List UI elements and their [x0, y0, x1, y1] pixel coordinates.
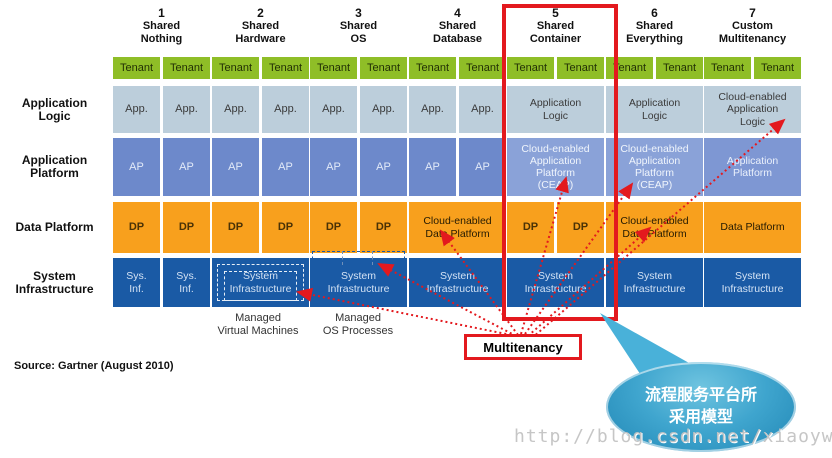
column-name: Custom Multitenancy — [718, 20, 787, 45]
tenant-cell: Tenant — [310, 57, 357, 79]
callout-bubble: 流程服务平台所 采用模型 — [606, 362, 796, 452]
cloud-application-logic-cell: Cloud-enabled Application Logic — [704, 86, 801, 133]
column-shared-database: 4 Shared Database Tenant Tenant App. App… — [409, 0, 506, 458]
column-shared-os: 3 Shared OS Tenant Tenant App. App. AP A… — [310, 0, 407, 458]
column-number: 5 — [552, 6, 559, 20]
sys-inf-cell: System Infrastructure — [704, 258, 801, 307]
dp-cell: DP — [360, 202, 407, 253]
dp-cell: DP — [113, 202, 160, 253]
column-header-2: 2 Shared Hardware — [212, 6, 309, 46]
column-number: 7 — [749, 6, 756, 20]
dp-cell: DP — [212, 202, 259, 253]
application-platform-cell: Application Platform — [704, 138, 801, 196]
tenant-cell: Tenant — [360, 57, 407, 79]
sys-inf-cell-os: System Infrastructure — [310, 251, 407, 307]
app-cell: App. — [113, 86, 160, 133]
column-name: Shared Everything — [626, 20, 683, 45]
tenant-cell: Tenant — [163, 57, 210, 79]
column-name: Shared Hardware — [235, 20, 286, 45]
os-process-tick — [342, 251, 343, 265]
column-shared-container: 5 Shared Container Tenant Tenant Applica… — [507, 0, 604, 458]
cloud-data-platform-cell: Cloud-enabled Data Platform — [606, 202, 703, 253]
sys-inf-cell: Sys. Inf. — [163, 258, 210, 307]
caption-managed-os-processes: Managed OS Processes — [322, 312, 394, 337]
app-cell: App. — [163, 86, 210, 133]
column-name: Shared Nothing — [140, 20, 183, 45]
ap-cell: AP — [163, 138, 210, 196]
sys-inf-label: System Infrastructure — [229, 270, 292, 295]
sys-inf-cell: Sys. Inf. — [113, 258, 160, 307]
sys-inf-cell: System Infrastructure — [507, 258, 604, 307]
ap-cell: AP — [459, 138, 506, 196]
watermark-url: http://blog.csdn.net/xiaoyw71 — [514, 426, 832, 447]
tenant-cell: Tenant — [507, 57, 554, 79]
application-logic-cell: Application Logic — [507, 86, 604, 133]
sys-inf-cell: System Infrastructure — [409, 258, 506, 307]
column-name: Shared Database — [433, 20, 482, 45]
sys-inf-label: System Infrastructure — [327, 270, 390, 295]
ap-cell: AP — [262, 138, 309, 196]
data-platform-cell: Data Platform — [704, 202, 801, 253]
row-label-application-logic: Application Logic — [21, 95, 88, 123]
dp-cell: DP — [163, 202, 210, 253]
app-cell: App. — [212, 86, 259, 133]
app-cell: App. — [310, 86, 357, 133]
sys-inf-cell: System Infrastructure — [606, 258, 703, 307]
ap-cell: AP — [310, 138, 357, 196]
vm-dashed-box-inner — [224, 271, 297, 301]
column-name: Shared OS — [339, 20, 378, 45]
source-note: Source: Gartner (August 2010) — [14, 360, 174, 372]
app-cell: App. — [360, 86, 407, 133]
os-process-tick — [372, 251, 373, 265]
row-label-application-platform: Application Platform — [21, 153, 88, 180]
tenant-cell: Tenant — [262, 57, 309, 79]
tenant-cell: Tenant — [459, 57, 506, 79]
ap-cell: AP — [409, 138, 456, 196]
tenant-cell: Tenant — [409, 57, 456, 79]
column-name: Shared Container — [529, 20, 582, 45]
column-header-1: 1 Shared Nothing — [113, 6, 210, 46]
app-cell: App. — [409, 86, 456, 133]
app-cell: App. — [262, 86, 309, 133]
column-header-7: 7 Custom Multitenancy — [704, 6, 801, 46]
column-header-4: 4 Shared Database — [409, 6, 506, 46]
tenant-cell: Tenant — [704, 57, 751, 79]
column-number: 4 — [454, 6, 461, 20]
tenant-cell: Tenant — [656, 57, 703, 79]
row-label-data-platform: Data Platform — [15, 220, 94, 234]
column-header-3: 3 Shared OS — [310, 6, 407, 46]
ceap-cell: Cloud-enabled Application Platform (CEAP… — [606, 138, 703, 196]
column-number: 6 — [651, 6, 658, 20]
dp-cell: DP — [507, 202, 554, 253]
column-number: 2 — [257, 6, 264, 20]
column-shared-hardware: 2 Shared Hardware Tenant Tenant App. App… — [212, 0, 309, 458]
ap-cell: AP — [113, 138, 160, 196]
column-number: 3 — [355, 6, 362, 20]
dp-cell: DP — [557, 202, 604, 253]
caption-managed-virtual-machines: Managed Virtual Machines — [217, 312, 299, 337]
column-header-6: 6 Shared Everything — [606, 6, 703, 46]
tenant-cell: Tenant — [113, 57, 160, 79]
tenant-cell: Tenant — [557, 57, 604, 79]
sys-inf-cell-vm: System Infrastructure — [212, 258, 309, 307]
dp-cell: DP — [262, 202, 309, 253]
column-number: 1 — [158, 6, 165, 20]
column-shared-nothing: 1 Shared Nothing Tenant Tenant App. App.… — [113, 0, 210, 458]
ceap-cell: Cloud-enabled Application Platform (CEAP… — [507, 138, 604, 196]
column-header-5: 5 Shared Container — [507, 6, 604, 46]
multitenancy-label-box: Multitenancy — [464, 334, 582, 360]
cloud-data-platform-cell: Cloud-enabled Data Platform — [409, 202, 506, 253]
ap-cell: AP — [360, 138, 407, 196]
os-process-dashed-line — [312, 251, 405, 265]
dp-cell: DP — [310, 202, 357, 253]
app-cell: App. — [459, 86, 506, 133]
ap-cell: AP — [212, 138, 259, 196]
application-logic-cell: Application Logic — [606, 86, 703, 133]
row-label-system-infrastructure: System Infrastructure — [15, 268, 94, 296]
tenant-cell: Tenant — [754, 57, 801, 79]
tenant-cell: Tenant — [606, 57, 653, 79]
tenant-cell: Tenant — [212, 57, 259, 79]
